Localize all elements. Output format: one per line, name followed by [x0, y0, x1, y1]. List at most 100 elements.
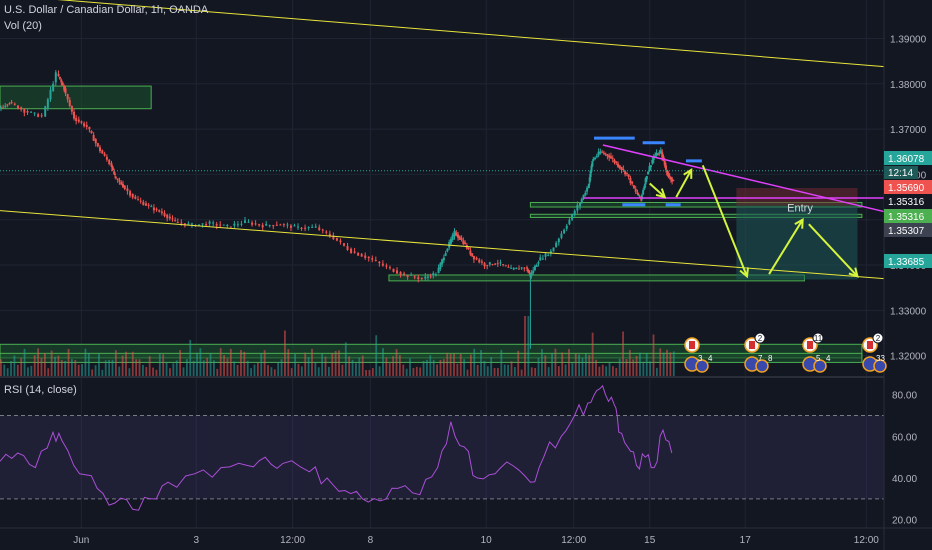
- volume-bar: [158, 353, 161, 376]
- candle-body: [579, 202, 582, 207]
- volume-bar: [71, 359, 73, 376]
- candle-body: [615, 161, 618, 164]
- candle-body: [586, 187, 589, 192]
- candle-body: [183, 223, 186, 226]
- volume-bar: [50, 350, 53, 376]
- volume-bar: [270, 367, 273, 376]
- candle-body: [314, 226, 317, 228]
- volume-bar: [510, 361, 513, 376]
- candle-body: [552, 247, 555, 252]
- candle-body: [61, 82, 64, 86]
- candle-body: [432, 273, 435, 276]
- candle-body: [378, 261, 381, 264]
- volume-bar: [513, 367, 516, 376]
- volume-bar: [348, 356, 351, 376]
- candle-body: [507, 266, 510, 268]
- volume-bar: [639, 352, 641, 376]
- wedge-top: [602, 144, 885, 213]
- volume-bar: [277, 362, 280, 376]
- candle-body: [113, 171, 116, 175]
- candle-body: [560, 233, 563, 238]
- candle-body: [131, 193, 134, 198]
- candle-body: [392, 268, 395, 272]
- volume-bar: [571, 363, 574, 376]
- volume-bar: [547, 367, 550, 376]
- volume-bar: [27, 367, 29, 376]
- volume-bar: [453, 353, 455, 376]
- symbol-title[interactable]: U.S. Dollar / Canadian Dollar, 1h, OANDA: [4, 4, 209, 16]
- volume-bar: [524, 316, 526, 376]
- candle-body: [208, 221, 211, 224]
- candle-body: [669, 177, 672, 180]
- volume-bar: [240, 350, 242, 376]
- candle-body: [502, 264, 505, 266]
- arrow-head-1: [683, 168, 693, 179]
- candle-body: [588, 177, 591, 183]
- candle-body: [651, 159, 654, 164]
- volume-bar: [229, 348, 232, 376]
- candle-body: [339, 240, 342, 243]
- volume-bar: [595, 359, 597, 376]
- candle-body: [304, 227, 307, 229]
- volume-bar: [256, 362, 259, 376]
- rsi-legend[interactable]: RSI (14, close): [4, 384, 77, 396]
- candle-body: [525, 267, 528, 269]
- volume-bar: [182, 367, 185, 376]
- candle-body: [70, 106, 73, 112]
- volume-bar: [564, 364, 567, 376]
- candle-body: [486, 265, 489, 267]
- event-count-text: 2: [876, 334, 881, 343]
- volume-bar: [395, 349, 398, 376]
- candle-body: [631, 181, 634, 184]
- candle-body: [597, 151, 600, 156]
- volume-bar: [628, 349, 631, 376]
- candle-body: [33, 112, 36, 114]
- us-flag-icon: [873, 359, 887, 373]
- candle-body: [429, 276, 432, 278]
- candle-body: [54, 72, 57, 83]
- candle-body: [636, 192, 639, 194]
- candle-body: [666, 169, 669, 176]
- volume-bar: [199, 348, 202, 376]
- time-tick-label: 3: [193, 535, 199, 546]
- price-axis[interactable]: 1.390001.380001.370001.360001.350001.340…: [883, 0, 932, 550]
- volume-bar: [334, 350, 337, 376]
- candle-body: [460, 238, 463, 240]
- candle-body: [625, 172, 628, 175]
- volume-bar: [169, 368, 171, 376]
- volume-bar: [104, 360, 107, 376]
- candle-body: [155, 208, 158, 210]
- volume-bar: [37, 348, 39, 376]
- volume-bar: [219, 348, 222, 376]
- candle-body: [547, 255, 550, 257]
- us-event-count: 33: [876, 354, 885, 363]
- candle-body: [520, 267, 523, 269]
- candle-body: [350, 248, 353, 254]
- volume-bar: [426, 359, 428, 376]
- candle-body: [272, 225, 275, 227]
- volume-bar: [388, 363, 391, 376]
- volume-bar: [331, 353, 334, 376]
- candle-body: [332, 235, 335, 240]
- volume-bar: [520, 369, 523, 376]
- candle-body: [403, 273, 406, 275]
- trendline-upper: [57, 0, 885, 68]
- candle-body: [591, 161, 594, 167]
- candle-body: [555, 242, 558, 247]
- volume-bar: [196, 352, 198, 376]
- zone-5: [529, 213, 863, 218]
- candle-body: [417, 277, 420, 279]
- us-event-count: 4: [826, 354, 831, 363]
- volume-bar: [392, 356, 395, 376]
- volume-legend[interactable]: Vol (20): [4, 20, 42, 32]
- candle-body: [667, 174, 670, 177]
- candle-body: [668, 175, 671, 177]
- candle-body: [613, 159, 616, 163]
- price-tick-label: 1.33000: [890, 306, 927, 317]
- candle-body: [205, 224, 208, 226]
- candle-body: [549, 250, 552, 254]
- time-axis[interactable]: Jun 3 12:00 8 10 12:00 15 17 12:00: [0, 527, 932, 546]
- candle-body: [526, 269, 529, 272]
